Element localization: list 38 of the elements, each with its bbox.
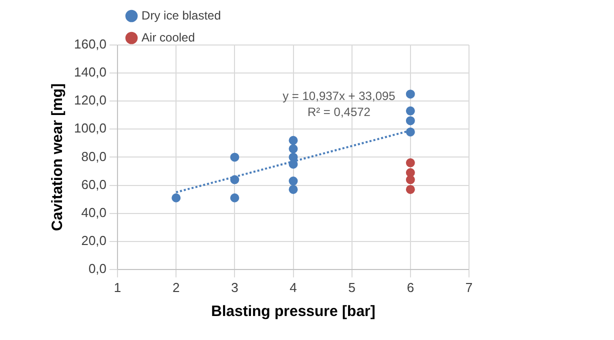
point xyxy=(230,152,240,162)
y-axis-title: Cavitation wear [mg] xyxy=(49,83,66,231)
point xyxy=(172,193,181,202)
point xyxy=(406,175,415,184)
point xyxy=(406,184,415,194)
x-tick-label: 6 xyxy=(406,280,414,295)
y-tick-label: 0,0 xyxy=(88,260,107,276)
x-axis-title: Blasting pressure [bar] xyxy=(211,303,376,320)
y-tick-label: 40,0 xyxy=(81,204,107,220)
point xyxy=(288,136,298,145)
point xyxy=(406,158,415,168)
x-tick-label: 1 xyxy=(114,280,122,295)
point xyxy=(230,175,240,184)
y-tick-label: 60,0 xyxy=(81,176,107,192)
point xyxy=(288,184,298,194)
point xyxy=(406,116,415,126)
legend-label: Dry ice blasted xyxy=(142,8,221,22)
y-tick-label: 140,0 xyxy=(74,64,107,80)
y-tick-label: 80,0 xyxy=(81,148,107,164)
y-tick-label: 20,0 xyxy=(81,232,107,248)
x-tick-label: 2 xyxy=(172,280,180,295)
point xyxy=(230,193,240,202)
x-tick-label: 5 xyxy=(348,280,356,295)
y-tick-label: 120,0 xyxy=(74,92,107,108)
point xyxy=(406,127,415,136)
annotation: y = 10,937x + 33,095 xyxy=(282,88,396,103)
x-tick-label: 3 xyxy=(231,280,238,295)
point xyxy=(406,90,415,99)
point xyxy=(406,106,415,116)
point xyxy=(288,144,298,154)
point xyxy=(288,176,298,186)
x-tick-label: 4 xyxy=(290,280,297,295)
point xyxy=(288,160,298,169)
y-tick-label: 100,0 xyxy=(74,120,107,136)
x-tick-label: 7 xyxy=(465,280,473,295)
y-tick-label: 160,0 xyxy=(74,36,107,52)
legend-label: Air cooled xyxy=(142,30,195,44)
annotation: R² = 0,4572 xyxy=(307,104,371,119)
